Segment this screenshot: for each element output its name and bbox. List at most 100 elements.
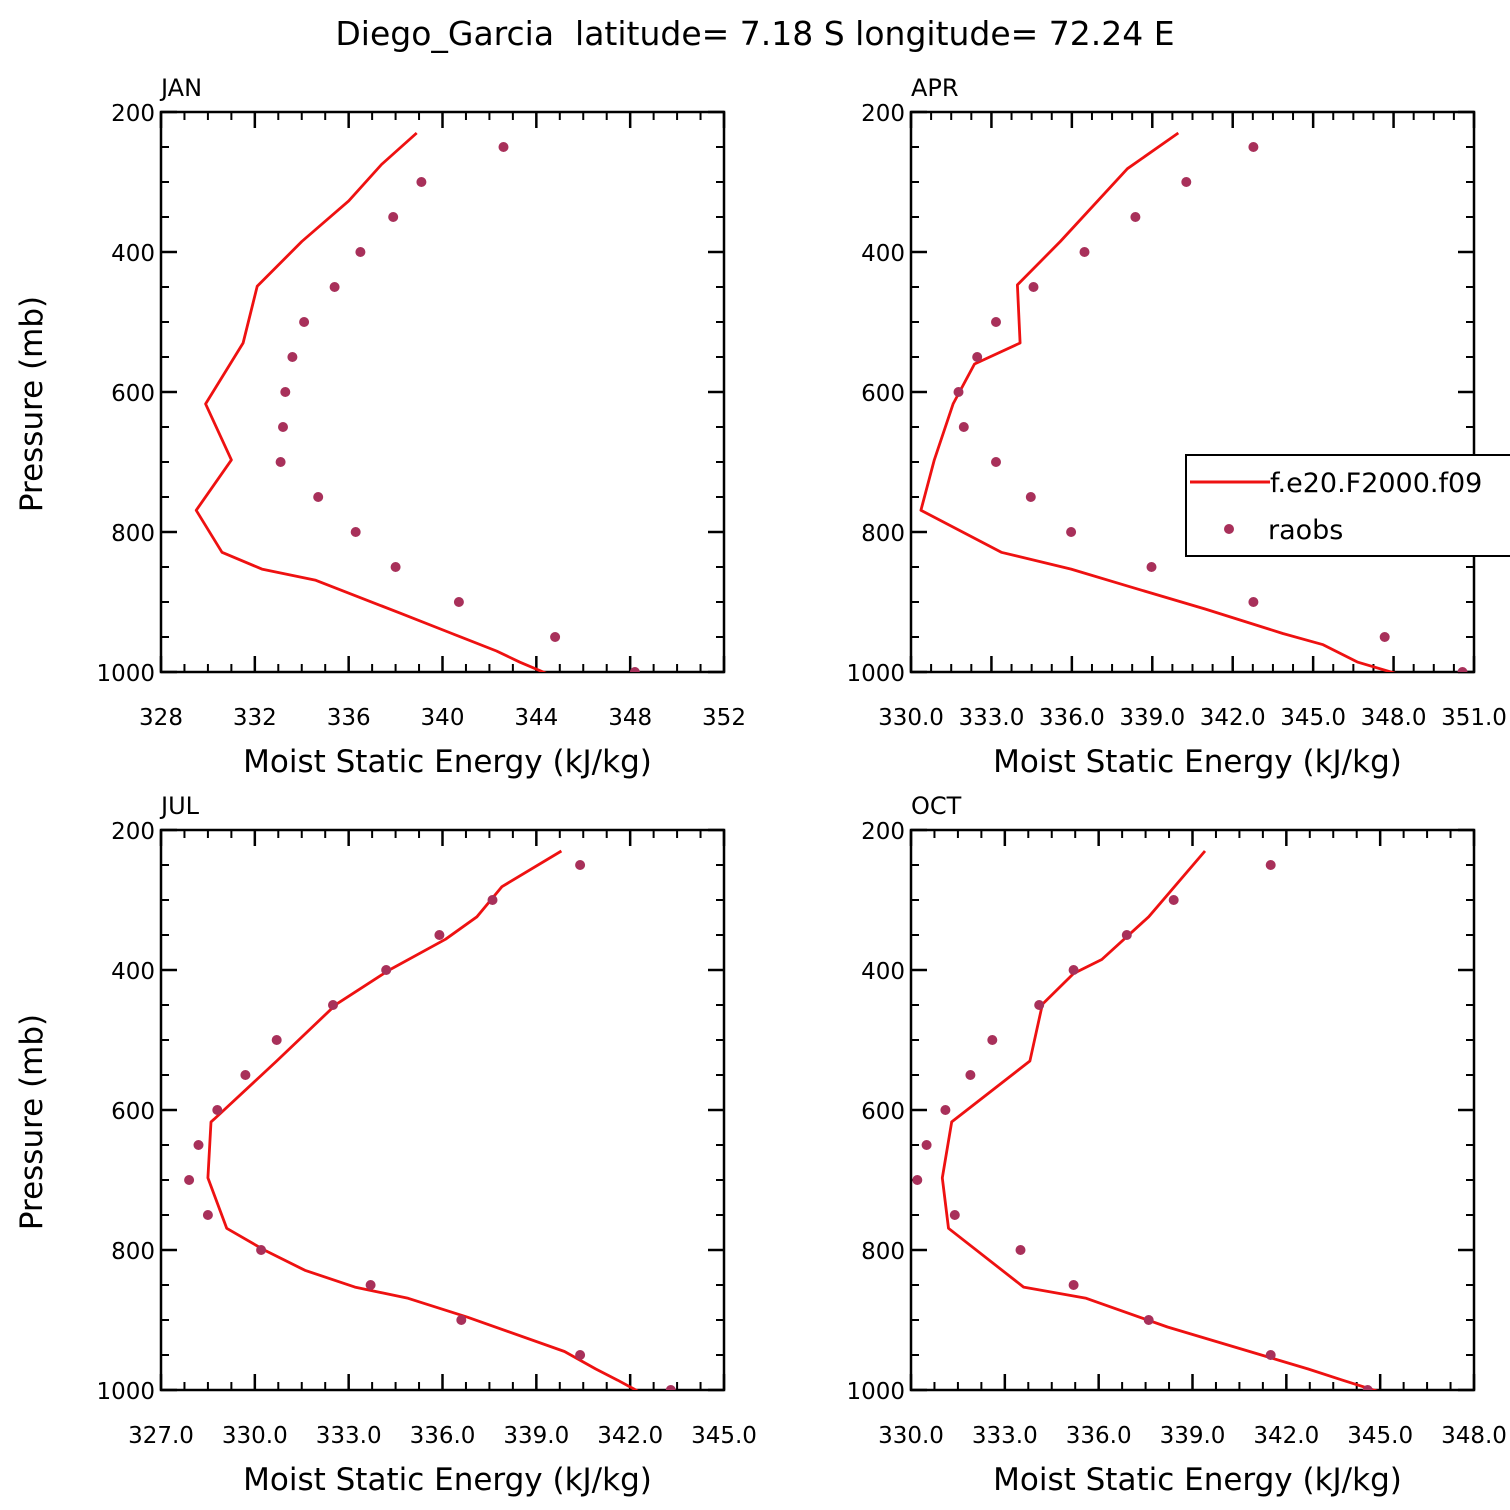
x-tick-label: 339.0 [503,1423,569,1449]
panel-frame [159,110,726,674]
x-axis-label: Moist Static Energy (kJ/kg) [993,744,1402,780]
x-tick-label: 344 [514,705,558,731]
obs-point [202,1210,213,1220]
obs-point [1248,597,1259,607]
obs-point [958,422,969,432]
obs-point [1379,632,1390,642]
obs-point [278,422,288,432]
obs-point [1068,1280,1079,1290]
obs-point [949,1210,960,1220]
obs-point [550,632,561,642]
obs-point [416,177,427,187]
obs-point [629,667,640,672]
obs-point [313,492,324,502]
obs-point [1362,1385,1373,1390]
obs-point [987,1035,998,1045]
obs-point [1079,247,1090,257]
x-tick-label: 336 [327,705,371,731]
x-axis-label: Moist Static Energy (kJ/kg) [243,1462,652,1498]
obs-point [665,1385,676,1390]
panel-oct: 200 400 600 800 1000 330.0 333.0 336.0 339.0 342.… [846,792,1506,1498]
y-axis-label: Pressure (mb) [14,296,50,512]
figure-title: Diego_Garcia latitude= 7.18 S longitude=… [335,14,1174,53]
obs-point [965,1070,976,1080]
obs-point [1068,965,1079,975]
obs-point [912,1175,923,1185]
x-tick-label: 345.0 [1280,705,1346,731]
panel-frame [909,110,1476,674]
obs-point [271,1035,282,1045]
panel-data [919,131,1468,672]
legend: f.e20.F2000.f09 raobs [1185,454,1510,557]
x-tick-label: 333.0 [316,1423,382,1449]
y-tick-label: 1000 [846,661,905,687]
legend-obs-marker [1224,524,1234,534]
x-tick-label: 340 [421,705,465,731]
y-tick-label: 200 [861,101,905,127]
panel-apr: 200 400 600 800 1000 330.0 333.0 336.0 339.0 342.… [846,74,1506,780]
y-tick-label: 800 [111,1239,155,1265]
obs-point [328,1000,338,1010]
y-tick-label: 600 [861,1099,905,1125]
y-tick-label: 200 [111,101,155,127]
x-tick-label: 352 [702,705,746,731]
x-axis-label: Moist Static Energy (kJ/kg) [993,1462,1402,1498]
y-tick-label: 600 [861,381,905,407]
y-tick-label: 400 [111,959,155,985]
obs-point [972,352,983,362]
y-tick-label: 800 [861,1239,905,1265]
obs-point [240,1070,251,1080]
panel-data [912,850,1379,1390]
panel-data [194,131,640,672]
obs-point [287,352,298,362]
obs-point [1034,1000,1045,1010]
obs-point [991,317,1001,327]
y-tick-label: 1000 [846,1379,905,1405]
obs-point [1168,895,1179,905]
obs-point [388,212,399,222]
series-line-model [940,850,1379,1390]
x-axis-label: Moist Static Energy (kJ/kg) [243,744,652,780]
obs-point [575,860,586,870]
x-tick-label: 328 [139,705,183,731]
x-tick-label: 342.0 [1253,1423,1319,1449]
obs-point [280,387,291,397]
x-tick-label: 330.0 [878,705,944,731]
obs-point [498,142,509,152]
x-tick-label: 333.0 [972,1423,1038,1449]
obs-point [921,1140,932,1150]
obs-point [1457,667,1468,672]
obs-point [1265,860,1276,870]
y-tick-label: 200 [861,819,905,845]
x-tick-label: 330.0 [222,1423,288,1449]
obs-point [940,1105,951,1115]
obs-point [390,562,401,572]
obs-point [1028,282,1039,292]
panel-title: JUL [159,792,200,820]
obs-point [1066,527,1077,537]
y-tick-label: 800 [111,521,155,547]
series-line-model [194,131,547,672]
obs-point [1121,930,1132,940]
obs-point [1143,1315,1154,1325]
obs-point [212,1105,223,1115]
y-tick-label: 400 [861,959,905,985]
y-axis-label: Pressure (mb) [14,1014,50,1230]
obs-point [299,317,310,327]
legend-model-label: f.e20.F2000.f09 [1270,468,1482,499]
y-tick-label: 1000 [96,1379,155,1405]
obs-point [1146,562,1157,572]
panel-title: OCT [911,792,962,820]
obs-point [381,965,392,975]
panels: 200 400 600 800 1000 328 332 336 340 344 348 352 JAN… [14,74,1507,1498]
obs-point [355,247,366,257]
obs-point [991,457,1001,467]
x-tick-label: 339.0 [1160,1423,1226,1449]
x-tick-label: 342.0 [597,1423,663,1449]
obs-point [453,597,464,607]
x-tick-label: 332 [233,705,277,731]
panel-jul: 200 400 600 800 1000 327.0 330.0 333.0 336.0 339.… [14,792,757,1498]
y-tick-label: 800 [861,521,905,547]
x-tick-label: 342.0 [1200,705,1266,731]
